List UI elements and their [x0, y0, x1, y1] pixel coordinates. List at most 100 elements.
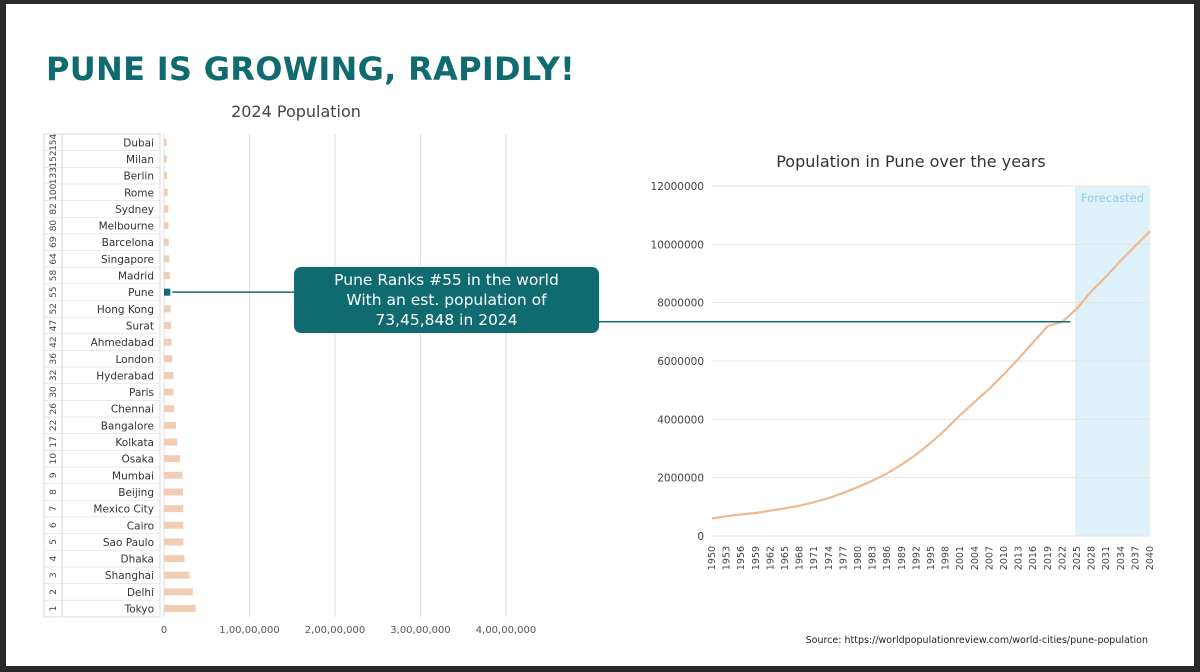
charts-canvas: 0 1,00,00,000 2,00,00,000 3,00,00,000 4,00,0…	[43, 133, 1156, 636]
line-x-tick-label: 2013	[1014, 546, 1025, 570]
line-x-tick-label: 1953	[722, 546, 733, 570]
bar-category-label: Berlin	[124, 171, 154, 183]
bar-rank-label: 22	[49, 420, 59, 431]
bar-category-label: Ahmedabad	[91, 337, 154, 349]
page-title: PUNE IS GROWING, RAPIDLY!	[46, 50, 575, 88]
slide: PUNE IS GROWING, RAPIDLY! 2024 Populatio…	[6, 4, 1194, 666]
line-chart-title: Population in Pune over the years	[776, 152, 1046, 171]
bar-category-label: Chennai	[111, 404, 154, 416]
bar-category-label: Rome	[124, 187, 154, 199]
bar	[164, 505, 184, 513]
bar-rank-label: 30	[49, 386, 59, 398]
bar-category-label: Barcelona	[102, 237, 154, 249]
bar	[164, 188, 168, 196]
line-x-tick-label: 1977	[838, 546, 849, 570]
bar-x-tick-label: 3,00,00,000	[390, 625, 450, 636]
bar-rank-label: 69	[49, 236, 59, 248]
line-x-tick-label: 1974	[824, 546, 835, 570]
line-x-tick-label: 1992	[911, 546, 922, 570]
bar-rank-label: 1	[49, 606, 59, 612]
population-line	[711, 230, 1151, 520]
line-x-tick-label: 2010	[999, 546, 1010, 570]
bar-category-label: Pune	[128, 287, 154, 299]
bar	[164, 338, 172, 346]
line-y-tick-label: 8000000	[657, 298, 704, 310]
line-y-tick-label: 12000000	[651, 181, 704, 193]
bar-rank-label: 32	[49, 370, 59, 381]
bar-x-tick-label: 0	[161, 625, 167, 636]
line-y-tick-label: 6000000	[657, 356, 704, 368]
bar	[164, 355, 173, 363]
bar-category-label: Surat	[126, 320, 154, 332]
bar-category-label: Bangalore	[101, 420, 154, 432]
bar	[164, 138, 167, 146]
line-y-tick-label: 0	[697, 531, 704, 543]
line-x-tick-label: 2037	[1130, 546, 1141, 570]
bar-category-label: Sydney	[115, 204, 154, 216]
bar	[164, 605, 196, 613]
bar-category-label: Kolkata	[115, 437, 154, 449]
bar-category-label: Mexico City	[93, 504, 154, 516]
bar-category-label: London	[116, 354, 155, 366]
bar-rank-label: 2	[49, 589, 59, 595]
bar-category-label: Melbourne	[99, 221, 154, 233]
line-x-tick-label: 1962	[765, 546, 776, 570]
bar	[164, 388, 174, 396]
bar	[164, 555, 185, 563]
bar-rank-label: 154	[49, 133, 59, 150]
bar-category-label: Dhaka	[120, 554, 154, 566]
line-y-tick-label: 2000000	[657, 473, 704, 485]
line-x-tick-label: 1956	[736, 546, 747, 570]
line-x-tick-label: 1989	[897, 546, 908, 570]
bar-rank-label: 36	[49, 353, 59, 365]
line-x-tick-label: 2019	[1043, 546, 1054, 570]
bar	[164, 305, 171, 313]
bar	[164, 405, 175, 413]
bar-rank-label: 42	[49, 336, 59, 347]
bar	[164, 155, 167, 163]
bar-rank-label: 7	[49, 506, 59, 512]
bar	[164, 272, 170, 280]
bar-category-label: Madrid	[118, 271, 154, 283]
bar-rank-label: 8	[49, 489, 59, 495]
forecast-label: Forecasted	[1081, 191, 1144, 205]
bar-category-label: Milan	[126, 154, 154, 166]
source-note: Source: https://worldpopulationreview.co…	[805, 635, 1148, 646]
line-x-tick-label: 1995	[926, 546, 937, 570]
bar	[164, 438, 178, 446]
bar	[164, 538, 184, 546]
bar	[164, 571, 190, 579]
line-x-tick-label: 1950	[707, 546, 718, 570]
bar-category-label: Mumbai	[112, 470, 154, 482]
bar-category-label: Sao Paulo	[103, 537, 154, 549]
bar-rank-label: 26	[49, 403, 59, 415]
bar	[164, 371, 174, 379]
bar	[164, 172, 168, 180]
bar-rank-label: 133	[49, 167, 59, 184]
line-x-tick-label: 2040	[1145, 546, 1156, 570]
bar-rank-label: 47	[49, 320, 59, 331]
bar-category-label: Tokyo	[124, 604, 154, 616]
bar-x-tick-label: 1,00,00,000	[219, 625, 279, 636]
callout-line-2: With an est. population of	[346, 291, 547, 309]
pune-rank-callout: Pune Ranks #55 in the world With an est.…	[294, 267, 599, 333]
bar-category-label: Dubai	[123, 137, 154, 149]
line-x-tick-label: 1980	[853, 546, 864, 570]
bar-category-label: Cairo	[127, 520, 154, 532]
bar	[164, 455, 181, 463]
bar-rank-label: 55	[49, 286, 59, 297]
line-x-tick-label: 1998	[941, 546, 952, 570]
line-x-tick-label: 2007	[984, 546, 995, 570]
bar	[164, 421, 176, 429]
bar-x-tick-label: 2,00,00,000	[305, 625, 365, 636]
bar-rank-label: 52	[49, 303, 59, 314]
line-x-tick-label: 1968	[795, 546, 806, 570]
line-x-tick-label: 2016	[1028, 546, 1039, 570]
bar	[164, 238, 169, 246]
bar-category-label: Hong Kong	[97, 304, 154, 316]
callout-line-1: Pune Ranks #55 in the world	[334, 271, 559, 289]
bar-category-label: Osaka	[122, 454, 155, 466]
line-x-tick-label: 2004	[970, 546, 981, 570]
bar-pune-highlight	[164, 288, 171, 296]
bar-rank-label: 5	[49, 539, 59, 545]
